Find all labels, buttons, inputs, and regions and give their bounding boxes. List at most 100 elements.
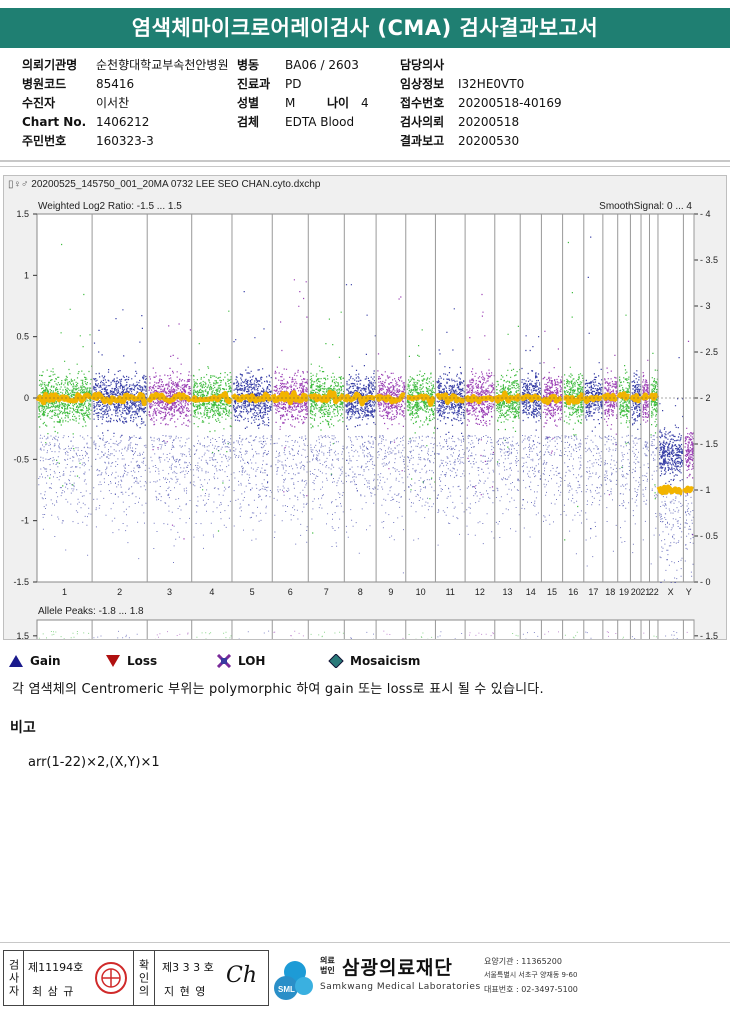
smooth-signal-chr-12 <box>463 394 496 405</box>
y2-tick-label: - 1.5 <box>700 439 718 449</box>
allele-scatter-chr-X <box>665 631 678 639</box>
info-col-3: 담당의사 임상정보 I32HE0VT0 접수번호 20200518-40169 검사… <box>400 56 562 151</box>
info-value: M <box>285 96 296 110</box>
smooth-signal-chr-19 <box>616 391 631 401</box>
y2-tick-label: - 3.5 <box>700 255 718 265</box>
info-col-2: 병동 BA06 / 2603 진료과 PD 성별 M 나이 4 검체 EDTA Blood <box>237 56 369 132</box>
info-label: 진료과 <box>237 77 271 91</box>
allele-scatter-chr-17 <box>585 631 592 639</box>
smooth-signal-title: SmoothSignal: 0 ... 4 <box>599 201 692 212</box>
smooth-signal-chr-X <box>656 484 684 496</box>
log2-points-chr-Y <box>684 340 695 536</box>
info-value: 20200518 <box>458 115 520 129</box>
info-value: 1406212 <box>96 115 150 129</box>
legend-label: Mosaicism <box>350 654 421 668</box>
log2-points-chr-10 <box>406 329 436 500</box>
chromosome-label-1: 1 <box>62 587 67 597</box>
centromere-note: 각 염색체의 Centromeric 부위는 polymorphic 하여 ga… <box>12 682 544 697</box>
smooth-signal-chr-11 <box>435 392 467 405</box>
log2-lower-points-chr-16 <box>563 435 583 555</box>
info-value: 4 <box>361 96 369 110</box>
log2-points-chr-13 <box>495 325 521 463</box>
info-value: 85416 <box>96 77 135 91</box>
log2-lower-points-chr-1 <box>38 434 92 556</box>
chromosome-label-18: 18 <box>605 587 615 597</box>
info-value: 이서찬 <box>96 96 130 110</box>
legend-label: LOH <box>238 654 266 668</box>
file-name: 20200525_145750_001_20MA 0732 LEE SEO CH… <box>31 179 321 190</box>
sml-logo-icon: SML <box>274 961 313 1000</box>
y-tick-label: 1.5 <box>16 631 29 639</box>
checker-name: 최 삼 규 <box>32 985 75 998</box>
y2-tick-label: - 0 <box>700 577 711 587</box>
checker-label: 검사자 <box>4 951 24 1005</box>
y2-tick-label: - 3 <box>700 301 711 311</box>
info-value: PD <box>285 77 302 91</box>
allele-scatter-chr-22 <box>653 635 657 638</box>
smooth-signal-chr-21 <box>639 392 651 401</box>
log2-lower-points-chr-8 <box>345 435 377 554</box>
smooth-signal-chr-7 <box>307 389 346 405</box>
allele-scatter-chr-18 <box>606 631 617 637</box>
org-english: Samkwang Medical Laboratories <box>320 982 481 992</box>
info-label: 나이 <box>327 96 350 110</box>
log2-points-chr-21 <box>642 359 650 423</box>
info-label: 주민번호 <box>22 134 67 148</box>
log2-points-chr-11 <box>436 308 466 499</box>
legend-loh: LOH <box>216 654 265 668</box>
file-icons: ▯♀♂ <box>8 179 32 190</box>
chromosome-label-20: 20 <box>631 587 641 597</box>
legend-loss: Loss <box>105 654 157 668</box>
info-value: EDTA Blood <box>285 115 355 129</box>
log2-lower-points-chr-2 <box>93 435 147 560</box>
chromosome-label-7: 7 <box>324 587 329 597</box>
smooth-signal-chr-10 <box>406 393 437 407</box>
smooth-signal-chr-6 <box>270 390 310 406</box>
log2-points-chr-16 <box>563 241 584 541</box>
log2-points-chr-17 <box>584 236 603 530</box>
cma-plot-svg: Weighted Log2 Ratio: -1.5 ... 1.5 SmoothS… <box>13 201 718 639</box>
legend-gain: Gain <box>8 654 61 668</box>
info-label: 결과보고 <box>400 134 445 148</box>
y-tick-label: 0 <box>24 393 29 403</box>
smooth-signal-chr-16 <box>562 392 586 406</box>
allele-scatter-chr-19 <box>622 636 624 639</box>
org-name: 삼광의료재단 <box>342 957 453 979</box>
y-tick-label: -1 <box>21 516 29 526</box>
legend-mosaicism: Mosaicism <box>328 654 420 668</box>
allele-scatter-chr-13 <box>512 633 519 637</box>
divider <box>0 166 730 167</box>
smooth-signal-chr-4 <box>190 391 234 405</box>
log2-points-chr-14 <box>521 335 542 501</box>
chromosome-label-9: 9 <box>388 587 393 597</box>
org-tag: 의료법인 <box>320 956 335 975</box>
info-label: 병원코드 <box>22 77 67 91</box>
chromosome-label-3: 3 <box>167 587 172 597</box>
legend-label: Loss <box>127 654 158 668</box>
signature-box: 검사자 제11194호 최 삼 규 확인의 제3 3 3 호 지 현 영 Ch <box>3 950 269 1006</box>
info-label: 임상정보 <box>400 77 445 91</box>
log2-points-chr-6 <box>273 279 309 497</box>
info-label: Chart No. <box>22 115 87 129</box>
org-address: 서울특별시 서초구 양재동 9-60 <box>484 971 578 979</box>
legend-label: Gain <box>30 654 61 668</box>
y-tick-label: 0.5 <box>16 332 29 342</box>
remark-heading: 비고 <box>10 720 36 736</box>
org-code: 요양기관 : 11365200 <box>484 957 562 966</box>
smooth-signal-chr-22 <box>648 392 660 401</box>
loh-icon <box>216 654 232 668</box>
info-value: I32HE0VT0 <box>458 77 525 91</box>
allele-scatter-chr-16 <box>564 631 578 639</box>
log2-lower-points-chr-11 <box>436 436 465 546</box>
report-title: 염색체마이크로어레이검사 (CMA) 검사결과보고서 <box>0 8 730 48</box>
y2-tick-label: - 2.5 <box>700 347 718 357</box>
smooth-signal-chr-17 <box>582 394 603 404</box>
chromosome-label-4: 4 <box>209 587 214 597</box>
y2-tick-label: - 1.5 <box>700 631 718 639</box>
allele-scatter-chr-Y <box>686 631 688 633</box>
chromosome-label-X: X <box>668 587 674 597</box>
log2-lower-points-chr-20 <box>631 435 641 554</box>
chromosome-label-6: 6 <box>288 587 293 597</box>
chromosome-label-Y: Y <box>686 587 692 597</box>
allele-peaks-title: Allele Peaks: -1.8 ... 1.8 <box>38 606 144 617</box>
